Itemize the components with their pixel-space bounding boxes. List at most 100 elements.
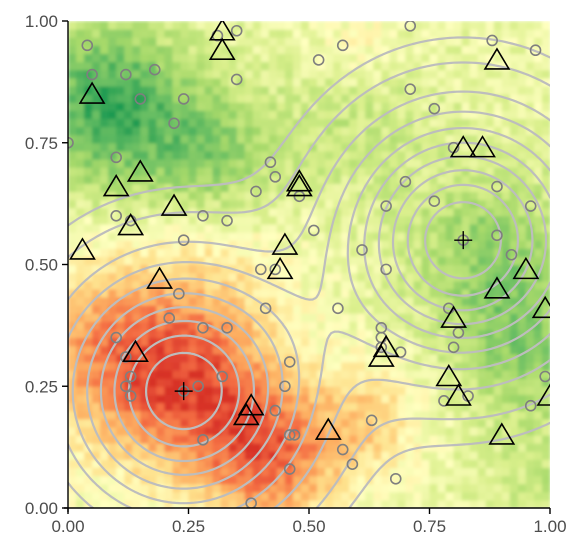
heatmap-cell (357, 305, 366, 314)
heatmap-cell (92, 491, 101, 501)
heatmap-cell (68, 215, 77, 225)
heatmap-cell (333, 61, 342, 71)
heatmap-cell (517, 134, 527, 144)
heatmap-cell (76, 21, 85, 30)
heatmap-cell (477, 232, 487, 241)
heatmap-cell (373, 426, 382, 436)
heatmap-cell (68, 321, 77, 331)
heatmap-cell (381, 475, 390, 485)
heatmap-cell (156, 475, 165, 485)
heatmap-cell (413, 305, 423, 314)
heatmap-cell (437, 207, 447, 217)
heatmap-cell (260, 134, 270, 144)
heatmap-cell (493, 110, 503, 119)
heatmap-cell (92, 102, 101, 111)
circle-point (110, 151, 122, 164)
heatmap-cell (124, 102, 133, 111)
heatmap-cell (76, 207, 85, 217)
heatmap-cell (132, 329, 141, 339)
heatmap-cell (172, 418, 182, 428)
heatmap-cell (381, 491, 390, 501)
heatmap-cell (397, 248, 406, 257)
heatmap-cell (541, 475, 550, 485)
heatmap-cell (445, 102, 455, 111)
heatmap-cell (100, 467, 109, 477)
heatmap-cell (365, 29, 374, 38)
heatmap-cell (317, 345, 326, 355)
heatmap-cell (100, 53, 109, 63)
heatmap-cell (172, 499, 182, 508)
heatmap-cell (268, 77, 278, 87)
heatmap-cell (268, 134, 278, 144)
heatmap-cell (284, 443, 294, 452)
heatmap-cell (244, 126, 254, 136)
heatmap-cell (509, 483, 519, 493)
heatmap-cell (132, 443, 141, 452)
heatmap-cell (541, 305, 550, 314)
heatmap-cell (397, 85, 406, 95)
heatmap-cell (461, 288, 471, 298)
heatmap-cell (485, 426, 495, 436)
heatmap-cell (389, 475, 398, 485)
heatmap-cell (365, 126, 374, 136)
heatmap-cell (541, 167, 550, 176)
heatmap-cell (373, 37, 382, 46)
heatmap-cell (276, 240, 286, 249)
heatmap-cell (397, 102, 406, 111)
triangle-point (237, 393, 265, 416)
heatmap-cell (164, 353, 174, 363)
heatmap-cell (220, 232, 230, 241)
heatmap-cell (148, 240, 157, 249)
heatmap-cell (252, 183, 262, 193)
heatmap-cell (164, 451, 174, 460)
heatmap-cell (84, 264, 93, 274)
heatmap-cell (461, 329, 471, 339)
heatmap-cell (156, 313, 165, 322)
heatmap-cell (309, 394, 318, 404)
heatmap-cell (188, 313, 198, 322)
heatmap-cell (108, 264, 117, 274)
heatmap-cell (292, 61, 302, 71)
heatmap-cell (284, 21, 294, 30)
heatmap-cell (413, 110, 423, 119)
heatmap-cell (445, 69, 455, 79)
heatmap-cell (333, 256, 342, 266)
heatmap-cell (485, 313, 495, 322)
heatmap-cell (164, 491, 174, 501)
heatmap-cell (212, 102, 222, 111)
heatmap-cell (517, 467, 527, 477)
heatmap-cell (389, 215, 398, 225)
heatmap-cell (357, 150, 366, 160)
heatmap-cell (485, 37, 495, 46)
heatmap-cell (365, 45, 374, 55)
x-tick-label: 0.50 (292, 517, 325, 536)
heatmap-cell (164, 53, 174, 63)
heatmap-cell (148, 321, 157, 331)
heatmap-cell (260, 85, 270, 95)
heatmap-cell (116, 483, 125, 493)
heatmap-cell (461, 183, 471, 193)
heatmap-cell (349, 467, 358, 477)
heatmap-cell (228, 459, 238, 469)
heatmap-cell (116, 248, 125, 257)
heatmap-cell (341, 199, 350, 209)
heatmap-cell (437, 240, 447, 249)
heatmap-cell (485, 94, 495, 103)
heatmap-cell (196, 126, 206, 136)
heatmap-cell (204, 394, 214, 404)
heatmap-cell (429, 434, 439, 444)
circle-point (230, 73, 243, 86)
heatmap-cell (108, 21, 117, 30)
heatmap-cell (533, 134, 543, 144)
heatmap-cell (533, 29, 543, 38)
heatmap-cell (244, 183, 254, 193)
heatmap-cell (357, 386, 366, 395)
heatmap-cell (148, 475, 157, 485)
heatmap-cell (341, 191, 350, 201)
heatmap-cell (76, 394, 85, 404)
heatmap-cell (180, 305, 190, 314)
heatmap-cell (317, 85, 326, 95)
heatmap-cell (389, 426, 398, 436)
heatmap-cell (501, 451, 511, 460)
heatmap-cell (68, 150, 77, 160)
